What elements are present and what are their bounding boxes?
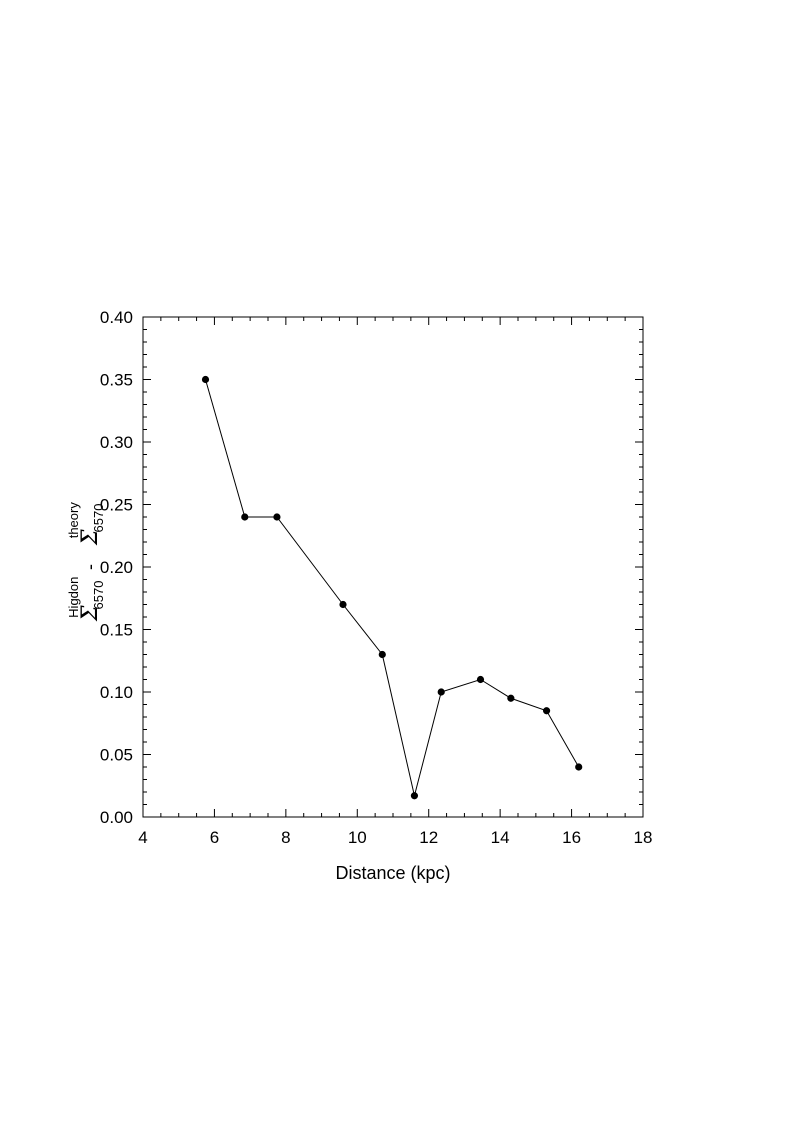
data-point	[241, 513, 249, 521]
data-point	[273, 513, 281, 521]
data-point	[476, 675, 485, 684]
y-tick-labels: 0.00 0.05 0.10 0.15 0.20 0.25 0.30 0.35 0.40	[100, 308, 133, 827]
y-axis-superscript-theory: theory	[66, 502, 81, 539]
y-axis-term-higdon: Σ Higdon 6570	[65, 572, 106, 622]
y-tick-label: 0.40	[100, 308, 133, 327]
y-tick-label: 0.35	[100, 371, 133, 390]
y-axis-subscript-1: 6570	[91, 581, 106, 610]
x-tick-label: 4	[138, 828, 147, 847]
data-points	[201, 375, 583, 800]
y-tick-label: 0.00	[100, 808, 133, 827]
series-line	[205, 379, 580, 796]
y-tick-label: 0.15	[100, 621, 133, 640]
data-point	[410, 792, 419, 800]
data-point	[542, 707, 551, 715]
y-axis-sigma-1: Σ	[78, 605, 103, 622]
x-tick-label: 12	[419, 828, 438, 847]
x-tick-label: 6	[210, 828, 219, 847]
x-tick-label: 8	[281, 828, 290, 847]
x-tick-label: 18	[634, 828, 653, 847]
data-point	[507, 694, 515, 702]
y-axis-title: Σ Higdon 6570 - Σ theory 6570	[65, 498, 106, 622]
y-axis-minus: -	[80, 564, 100, 570]
y-tick-label: 0.05	[100, 746, 133, 765]
y-tick-label: 0.10	[100, 683, 133, 702]
plot-frame	[142, 316, 644, 818]
data-point	[437, 688, 445, 696]
data-point	[339, 600, 347, 609]
data-point	[378, 650, 386, 659]
x-tick-labels: 4 6 8 10 12 14 16 18	[138, 828, 652, 847]
x-tick-label: 14	[491, 828, 510, 847]
y-axis-sigma-2: Σ	[78, 529, 103, 546]
y-tick-label: 0.25	[100, 496, 133, 515]
x-tick-label: 16	[562, 828, 581, 847]
y-axis-term-theory: Σ theory 6570	[65, 498, 106, 546]
axis-ticks	[142, 316, 644, 818]
y-tick-label: 0.20	[100, 558, 133, 577]
y-axis-superscript-higdon: Higdon	[66, 577, 81, 618]
x-tick-label: 10	[348, 828, 367, 847]
data-point	[201, 375, 210, 384]
y-axis-subscript-2: 6570	[91, 504, 106, 533]
x-axis-title: Distance (kpc)	[335, 863, 450, 883]
data-point	[575, 763, 583, 771]
y-tick-label: 0.30	[100, 433, 133, 452]
